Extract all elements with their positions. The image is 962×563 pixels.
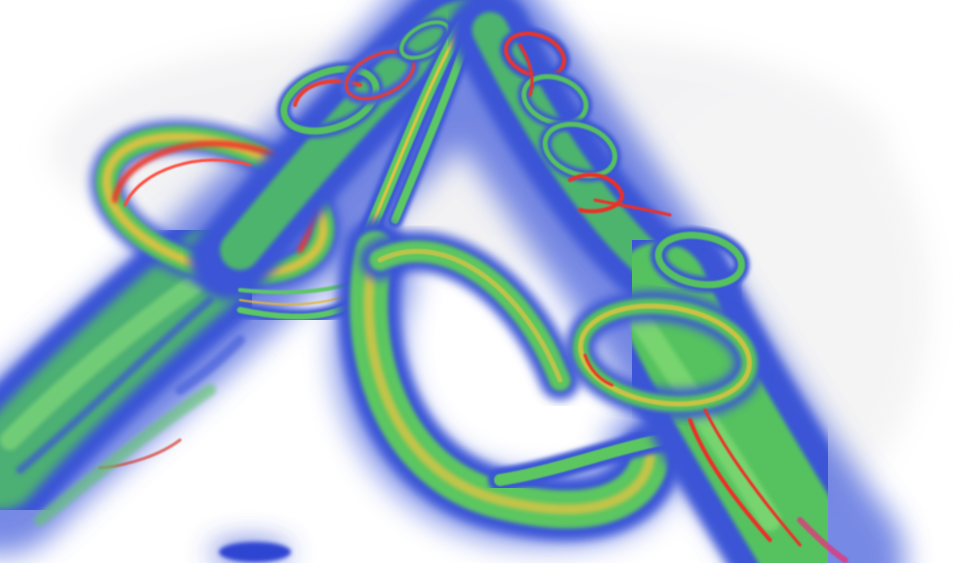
central-vortex-loop — [337, 219, 681, 541]
right-vortex-tube — [565, 215, 875, 563]
bottom-blue-fragment — [219, 542, 291, 562]
left-vortex-tube — [0, 210, 270, 530]
